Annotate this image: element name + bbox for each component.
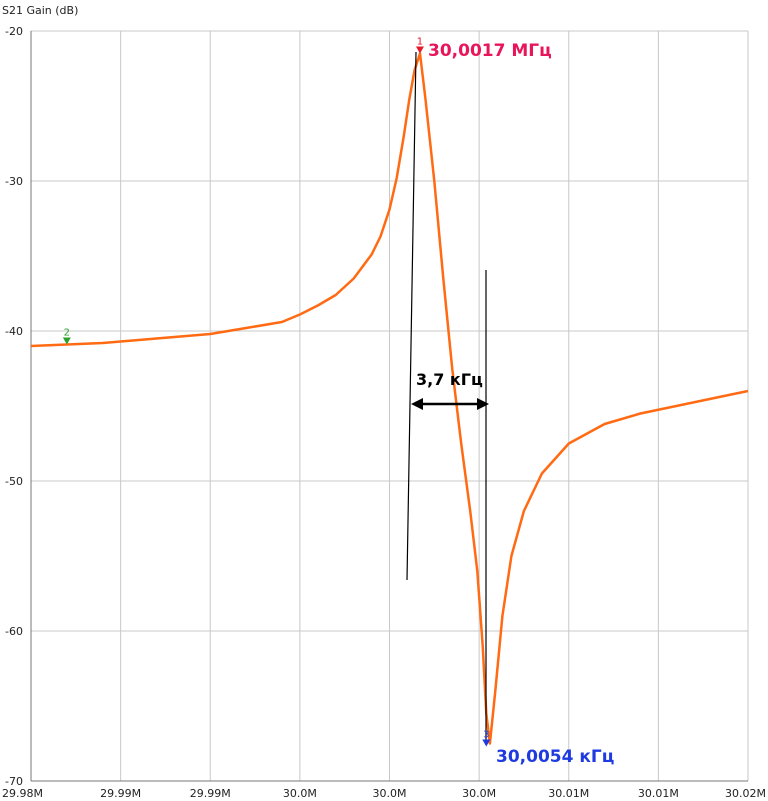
marker-3-triangle <box>482 739 491 747</box>
y-tick-label: -60 <box>5 625 23 638</box>
marker-2-label: 2 <box>64 328 70 339</box>
bandwidth-arrow-head-left <box>411 398 423 410</box>
x-tick-label: 30.0M <box>462 787 496 800</box>
peak-frequency-label: 30,0017 МГц <box>428 41 552 61</box>
y-tick-label: -40 <box>5 325 23 338</box>
x-tick-label: 30.0M <box>283 787 317 800</box>
markers-layer: 1 2 3 <box>62 37 491 747</box>
y-tick-label: -20 <box>5 25 23 38</box>
x-tick-label: 29.98M <box>2 787 43 800</box>
y-tick-labels: -20 -30 -40 -50 -60 -70 <box>5 25 23 788</box>
y-axis-title: S21 Gain (dB) <box>2 4 78 17</box>
x-tick-label: 30.0M <box>373 787 407 800</box>
marker-2-triangle <box>62 337 71 345</box>
y-tick-label: -70 <box>5 775 23 788</box>
bandwidth-label: 3,7 кГц <box>416 370 483 389</box>
marker-1-label: 1 <box>417 37 423 48</box>
x-tick-label: 30.01M <box>638 787 679 800</box>
y-tick-label: -50 <box>5 475 23 488</box>
series-line <box>30 52 749 745</box>
series-layer <box>30 52 749 745</box>
axes <box>30 31 748 782</box>
x-tick-label: 30.01M <box>548 787 589 800</box>
bandwidth-arrow-head-right <box>477 398 489 410</box>
notch-frequency-label: 30,0054 кГц <box>496 747 614 767</box>
x-tick-label: 29.99M <box>100 787 141 800</box>
marker-3-label: 3 <box>483 730 489 741</box>
x-tick-labels: 29.98M 29.99M 29.99M 30.0M 30.0M 30.0M 30.01M 3… <box>2 787 766 800</box>
annotation-lines <box>406 51 489 745</box>
marker-1-triangle <box>415 46 424 54</box>
x-tick-label: 29.99M <box>190 787 231 800</box>
y-tick-label: -30 <box>5 175 23 188</box>
x-tick-label: 30.02M <box>725 787 766 800</box>
left-reference-line <box>406 51 417 581</box>
